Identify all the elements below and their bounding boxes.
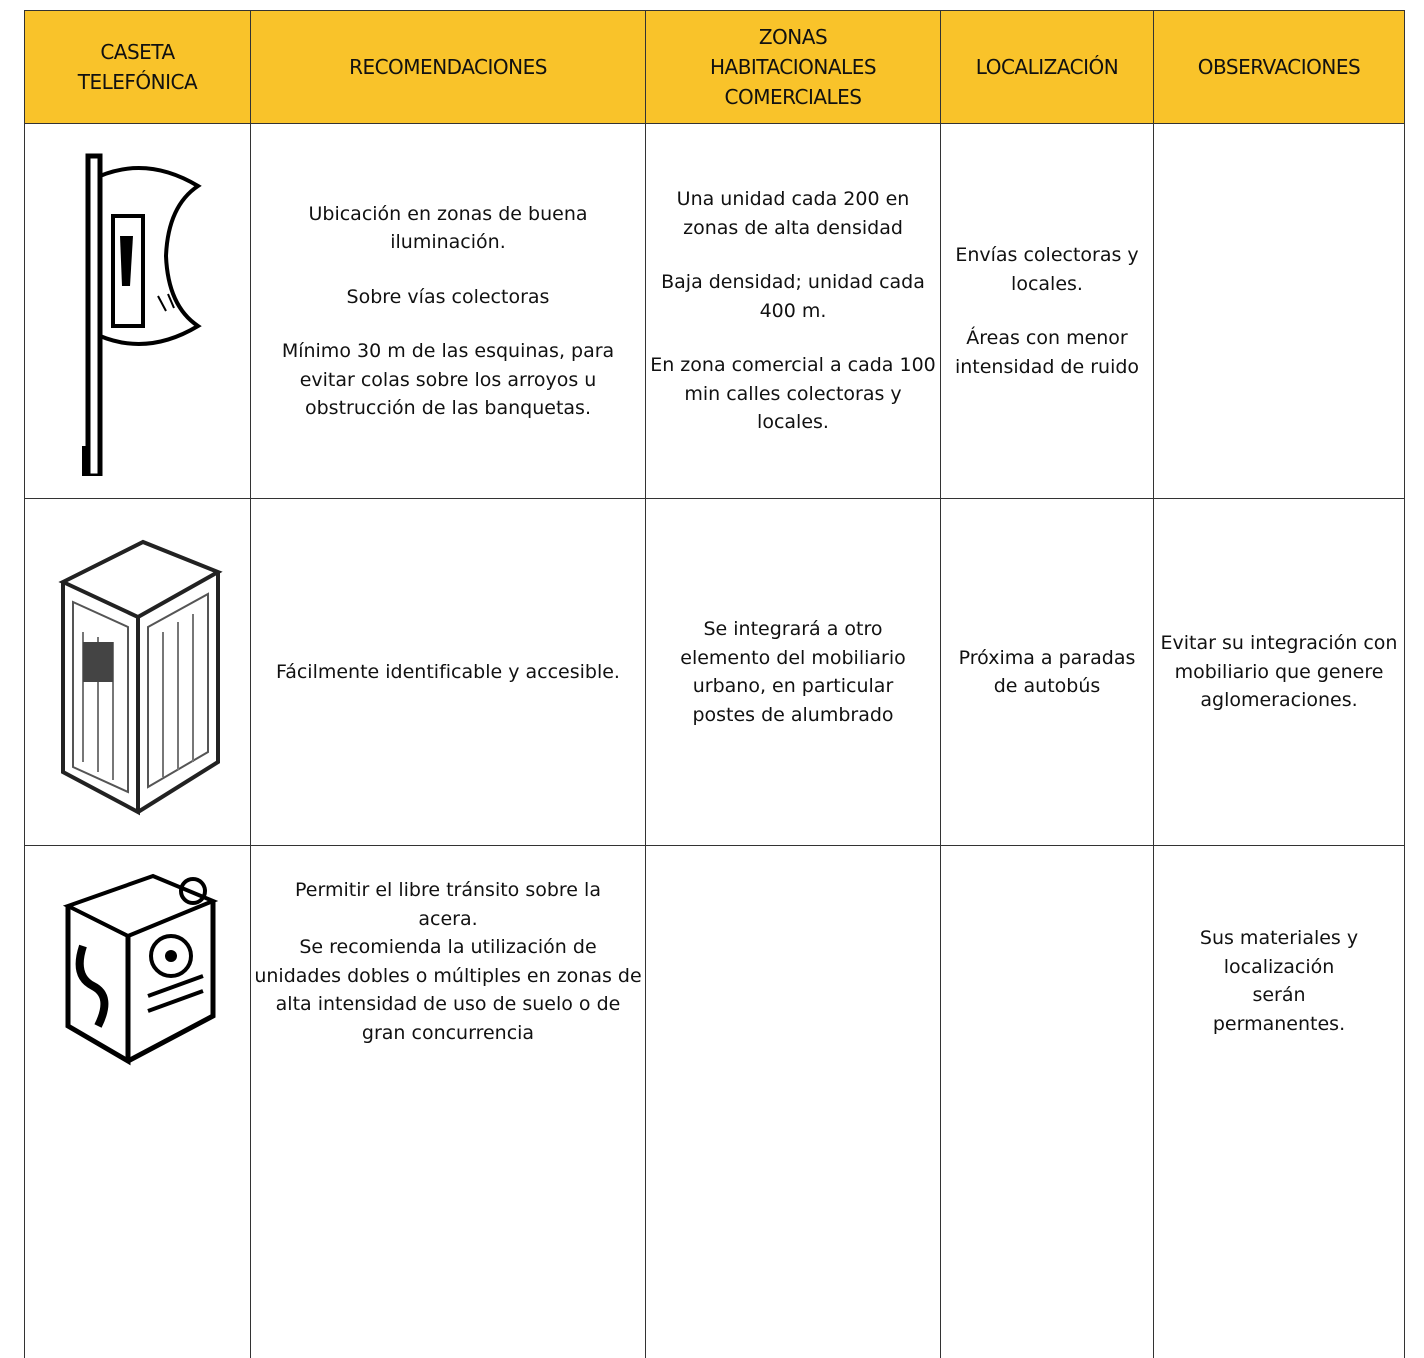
booth-icon bbox=[43, 522, 233, 822]
row: Ubicación en zonas de buena iluminación.… bbox=[25, 124, 1405, 499]
row: Fácilmente identificable y accesible. Se… bbox=[25, 499, 1405, 846]
cell: Evitar su integración con mobiliario que… bbox=[1154, 499, 1405, 846]
text: Evitar su integración con mobiliario que… bbox=[1156, 629, 1402, 715]
cell: Sus materiales y localización serán perm… bbox=[1154, 846, 1405, 1358]
header-cell: OBSERVACIONES bbox=[1154, 11, 1405, 124]
page: {"table": { "header": ["CASETA TELEFÓNIC… bbox=[0, 0, 1424, 1275]
text: Sus materiales y localización serán perm… bbox=[1156, 924, 1402, 1038]
header-cell: CASETA TELEFÓNICA bbox=[25, 11, 251, 124]
cell bbox=[1154, 124, 1405, 499]
text: Ubicación en zonas de buena iluminación. bbox=[253, 200, 643, 257]
text: Próxima a paradas de autobús bbox=[943, 644, 1151, 701]
cell: Próxima a paradas de autobús bbox=[941, 499, 1154, 846]
header-cell: RECOMENDACIONES bbox=[251, 11, 646, 124]
header-cell: LOCALIZACIÓN bbox=[941, 11, 1154, 124]
row: Permitir el libre tránsito sobre la acer… bbox=[25, 846, 1405, 1358]
cell bbox=[941, 846, 1154, 1358]
text: Permitir el libre tránsito sobre la acer… bbox=[253, 876, 643, 933]
text: Sobre vías colectoras bbox=[253, 283, 643, 312]
cell bbox=[646, 846, 941, 1358]
cell: Permitir el libre tránsito sobre la acer… bbox=[251, 846, 646, 1358]
cell: Se integrará a otro elemento del mobilia… bbox=[646, 499, 941, 846]
text: Mínimo 30 m de las esquinas, para evitar… bbox=[253, 337, 643, 423]
cell: Fácilmente identificable y accesible. bbox=[251, 499, 646, 846]
icon-cell bbox=[25, 499, 251, 846]
text: Una unidad cada 200 en zonas de alta den… bbox=[648, 185, 938, 242]
table: CASETA TELEFÓNICA RECOMENDACIONES ZONAS … bbox=[24, 10, 1405, 1358]
header-cell: ZONAS HABITACIONALES COMERCIALES bbox=[646, 11, 941, 124]
cell: Envías colectoras y locales. Áreas con me… bbox=[941, 124, 1154, 499]
text: En zona comercial a cada 100 min calles … bbox=[648, 351, 938, 437]
phone-box-icon bbox=[43, 866, 233, 1066]
text: Áreas con menor intensidad de ruido bbox=[943, 324, 1151, 381]
icon-cell bbox=[25, 124, 251, 499]
cell: Una unidad cada 200 en zonas de alta den… bbox=[646, 124, 941, 499]
text: Se recomienda la utilización de unidades… bbox=[253, 933, 643, 1047]
text: Baja densidad; unidad cada 400 m. bbox=[648, 268, 938, 325]
text: Envías colectoras y locales. bbox=[943, 241, 1151, 298]
text: Se integrará a otro elemento del mobilia… bbox=[648, 615, 938, 729]
header-row: CASETA TELEFÓNICA RECOMENDACIONES ZONAS … bbox=[25, 11, 1405, 124]
cell: Ubicación en zonas de buena iluminación.… bbox=[251, 124, 646, 499]
wall-phone-icon bbox=[58, 146, 218, 476]
text: Fácilmente identificable y accesible. bbox=[253, 658, 643, 687]
icon-cell bbox=[25, 846, 251, 1358]
